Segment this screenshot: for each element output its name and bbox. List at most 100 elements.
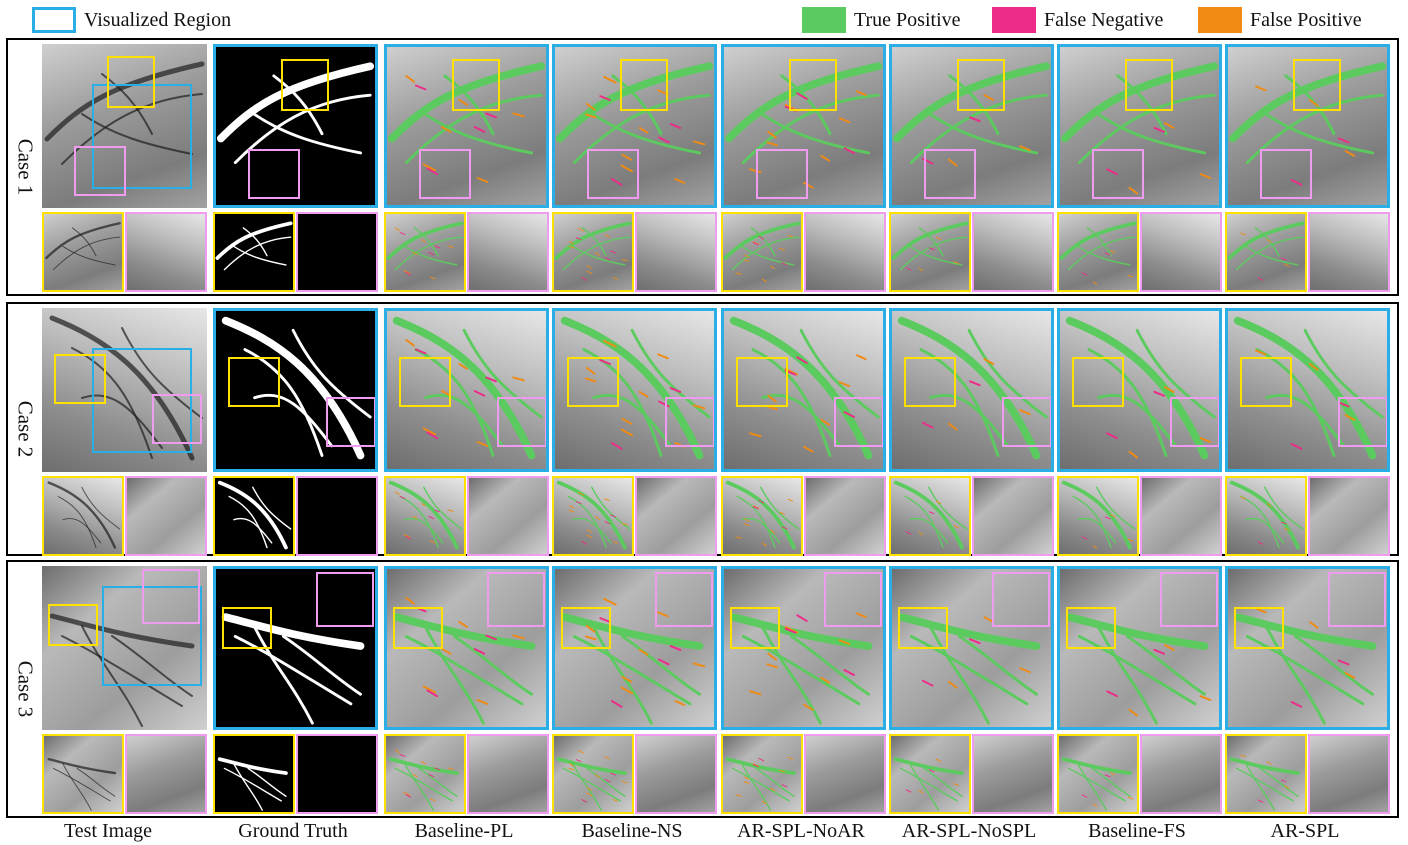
false-positive-mark	[586, 529, 592, 533]
false-negative-mark	[610, 250, 616, 254]
vessel-path	[929, 112, 1038, 155]
false-negative-mark	[905, 267, 912, 271]
false-negative-mark	[1081, 794, 1088, 798]
vessel-path	[1303, 328, 1384, 419]
false-positive-mark	[947, 422, 958, 431]
vessel-path	[723, 221, 801, 260]
vessel-path	[1097, 625, 1158, 725]
vessel-path	[572, 763, 602, 811]
vessel-path	[567, 495, 607, 549]
false-positive-mark	[476, 441, 489, 447]
false-negative-mark	[843, 669, 856, 676]
false-positive-mark	[743, 259, 750, 262]
zoom-region-b-box	[665, 397, 714, 447]
zoom-region-a-box	[222, 607, 272, 649]
false-positive-mark	[744, 254, 749, 259]
zoom-crop-image	[556, 480, 631, 550]
ground-truth-panel	[213, 44, 378, 208]
false-positive-mark	[1128, 450, 1139, 459]
zoom-crop-image	[974, 214, 1052, 290]
false-negative-mark	[1280, 521, 1287, 525]
false-positive-mark	[947, 158, 958, 167]
false-positive-mark	[1092, 545, 1098, 549]
zoom-crop-a	[1225, 212, 1307, 292]
vessel-path	[71, 227, 97, 257]
zoom-region-a-box	[620, 59, 668, 111]
vessel-path	[45, 222, 121, 260]
zoom-crop-b	[804, 212, 886, 292]
false-positive-mark	[569, 762, 574, 767]
vessel-path	[394, 767, 453, 802]
vessel-path	[1233, 613, 1377, 650]
vessel-path	[554, 221, 632, 260]
zoom-crop-image	[1142, 478, 1220, 554]
false-negative-mark	[784, 627, 797, 634]
false-positive-mark	[440, 125, 452, 133]
false-negative-mark	[1280, 257, 1287, 261]
vessel-path	[729, 316, 873, 460]
false-negative-mark	[928, 769, 935, 773]
zoom-crop-image	[298, 736, 376, 812]
vessel-path	[81, 486, 121, 530]
prediction-panel	[721, 44, 886, 208]
vessel-path	[621, 634, 701, 696]
vessel-path	[1059, 221, 1137, 260]
false-negative-mark	[426, 689, 439, 698]
false-positive-mark	[604, 756, 610, 760]
false-positive-mark	[856, 354, 867, 361]
false-positive-mark	[403, 792, 411, 796]
false-positive-mark	[638, 390, 649, 398]
false-positive-mark	[1199, 695, 1212, 701]
false-positive-mark	[1254, 349, 1267, 356]
legend-label-false-positive: False Positive	[1250, 8, 1362, 31]
false-positive-mark	[787, 498, 793, 502]
zoom-crop-a	[889, 476, 971, 556]
false-negative-mark	[1337, 401, 1350, 408]
false-positive-mark	[568, 767, 575, 771]
zoom-region-a-box	[107, 56, 155, 108]
zoom-crop-a	[213, 212, 295, 292]
false-positive-mark	[1164, 122, 1175, 129]
legend-false-negative: False Negative	[992, 6, 1163, 34]
zoom-crop-image	[388, 749, 459, 811]
false-positive-mark	[953, 525, 960, 529]
zoom-crop-image	[386, 221, 464, 280]
false-negative-swatch-icon	[992, 7, 1036, 33]
zoom-crop-image	[725, 756, 796, 811]
zoom-crop-a	[552, 734, 634, 814]
zoom-crop-a	[1225, 734, 1307, 814]
false-positive-mark	[1344, 150, 1356, 157]
vessel-path	[1072, 495, 1112, 549]
false-negative-mark	[1104, 252, 1111, 256]
prediction-overlay	[1065, 316, 1216, 460]
vessel-path	[443, 74, 495, 136]
visualized-region-box	[102, 586, 202, 686]
zoom-region-b-box	[1092, 149, 1144, 199]
vessel-path	[1126, 634, 1206, 696]
false-positive-mark	[767, 652, 777, 661]
prediction-panel	[1057, 44, 1222, 208]
vessel-path	[731, 767, 790, 802]
vessel-path	[897, 613, 1041, 650]
false-positive-mark	[585, 624, 596, 633]
false-positive-mark	[584, 113, 597, 119]
zoom-crop-a	[1057, 734, 1139, 814]
false-negative-mark	[399, 754, 406, 757]
false-positive-mark	[735, 794, 742, 797]
vessel-path	[272, 74, 324, 136]
false-positive-mark	[749, 168, 762, 174]
false-negative-mark	[610, 772, 616, 776]
vessel-path	[217, 480, 288, 550]
vessel-path	[404, 517, 444, 544]
false-negative-mark	[610, 178, 623, 186]
vessel-path	[893, 480, 964, 550]
false-positive-mark	[803, 445, 814, 453]
vessel-path	[1097, 112, 1206, 155]
vessel-path	[1067, 767, 1126, 802]
vessel-path	[424, 393, 505, 448]
false-positive-mark	[692, 140, 706, 146]
vessel-path	[741, 634, 861, 706]
false-negative-mark	[969, 116, 981, 123]
false-positive-mark	[761, 800, 767, 805]
false-negative-mark	[969, 380, 981, 387]
